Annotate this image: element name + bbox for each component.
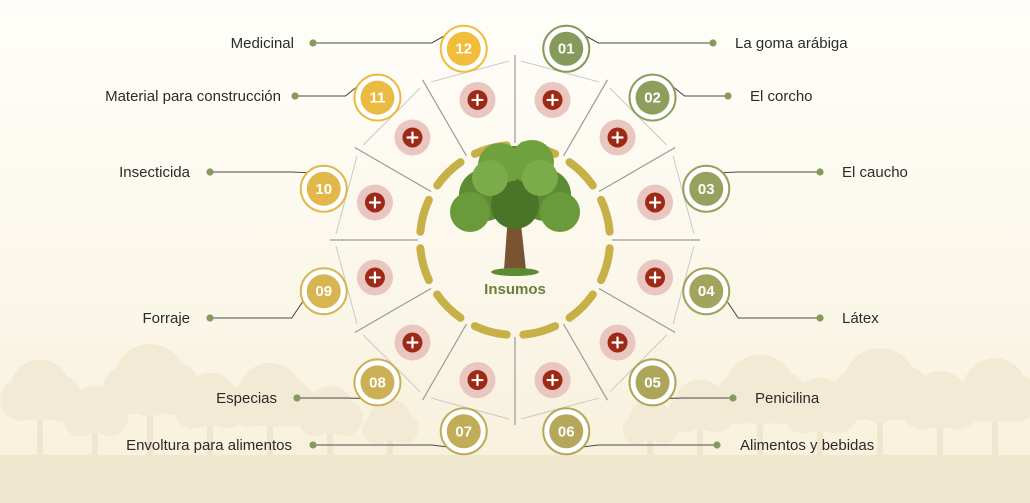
connector-line — [579, 32, 713, 44]
connector-line — [719, 290, 820, 319]
tree-icon — [450, 140, 580, 276]
connector-dot — [816, 314, 824, 322]
plus-icon — [648, 271, 662, 284]
step-number: 02 — [644, 90, 661, 107]
step-number: 07 — [455, 423, 472, 440]
expand-button-06[interactable] — [534, 362, 571, 399]
plus-icon — [406, 336, 419, 349]
plus-icon — [611, 336, 624, 349]
step-number: 12 — [455, 41, 472, 58]
plus-icon — [611, 131, 624, 144]
step-badge-07: 07 — [439, 407, 488, 456]
expand-button-09[interactable] — [356, 259, 393, 296]
step-number: 10 — [315, 181, 332, 198]
expand-button-08[interactable] — [394, 324, 431, 361]
expand-button-12[interactable] — [459, 81, 496, 118]
item-label-11: Material para construcción — [105, 88, 281, 105]
connector-line — [720, 171, 820, 174]
forest-silhouette-background — [0, 344, 1030, 503]
step-badge-05: 05 — [628, 358, 677, 407]
connector-line — [210, 290, 311, 319]
connector-dot — [309, 441, 317, 449]
plus-icon — [368, 196, 382, 209]
step-number: 01 — [558, 41, 575, 58]
connector-line — [210, 171, 310, 174]
item-label-06: Alimentos y bebidas — [740, 437, 875, 454]
expand-button-11[interactable] — [394, 119, 431, 156]
item-label-10: Insecticida — [119, 164, 190, 181]
connector-dot — [293, 394, 301, 402]
plus-icon — [546, 373, 559, 387]
center-title: Insumos — [484, 281, 546, 298]
expand-button-02[interactable] — [599, 119, 636, 156]
item-label-04: Látex — [842, 310, 879, 327]
item-label-01: La goma arábiga — [735, 35, 848, 52]
expand-button-01[interactable] — [534, 81, 571, 118]
connector-dot — [713, 441, 721, 449]
step-badge-03: 03 — [682, 164, 731, 213]
connector-dot — [724, 92, 732, 100]
label-connectors — [206, 32, 824, 449]
step-badge-08: 08 — [353, 358, 402, 407]
connector-dot — [291, 92, 299, 100]
expand-button-10[interactable] — [356, 184, 393, 221]
connector-line — [313, 444, 450, 448]
item-label-03: El caucho — [842, 164, 908, 181]
connector-dot — [206, 168, 214, 176]
expand-button-05[interactable] — [599, 324, 636, 361]
connector-line — [295, 81, 364, 97]
connector-line — [313, 32, 451, 44]
step-badge-12: 12 — [439, 24, 488, 73]
step-number: 08 — [369, 374, 386, 391]
plus-icon — [368, 271, 382, 284]
connector-dot — [709, 39, 717, 47]
item-label-12: Medicinal — [230, 35, 294, 52]
expand-button-03[interactable] — [637, 184, 674, 221]
step-badge-09: 09 — [299, 267, 348, 316]
step-number: 06 — [558, 423, 575, 440]
connector-dot — [309, 39, 317, 47]
step-number: 11 — [370, 90, 386, 107]
step-badge-11: 11 — [353, 73, 402, 122]
step-number: 04 — [698, 283, 715, 300]
inner-arc-dashes — [416, 141, 614, 339]
connector-dot — [816, 168, 824, 176]
plus-icon — [406, 131, 419, 144]
item-label-07: Envoltura para alimentos — [126, 437, 292, 454]
step-badge-06: 06 — [542, 407, 591, 456]
item-label-05: Penicilina — [755, 390, 820, 407]
step-number: 05 — [644, 374, 661, 391]
connector-dot — [729, 394, 737, 402]
connector-line — [580, 444, 717, 448]
plus-icon — [471, 93, 484, 107]
item-label-09: Forraje — [142, 310, 190, 327]
connector-dot — [206, 314, 214, 322]
item-label-02: El corcho — [750, 88, 813, 105]
step-badge-02: 02 — [628, 73, 677, 122]
step-number: 03 — [698, 181, 715, 198]
step-badge-04: 04 — [682, 267, 731, 316]
item-label-08: Especias — [216, 390, 277, 407]
plus-icon — [546, 93, 559, 107]
plus-icon — [471, 373, 484, 387]
plus-icon — [648, 196, 662, 209]
expand-button-07[interactable] — [459, 362, 496, 399]
step-badge-10: 10 — [299, 164, 348, 213]
step-badge-01: 01 — [542, 24, 591, 73]
step-number: 09 — [315, 283, 332, 300]
expand-button-04[interactable] — [637, 259, 674, 296]
